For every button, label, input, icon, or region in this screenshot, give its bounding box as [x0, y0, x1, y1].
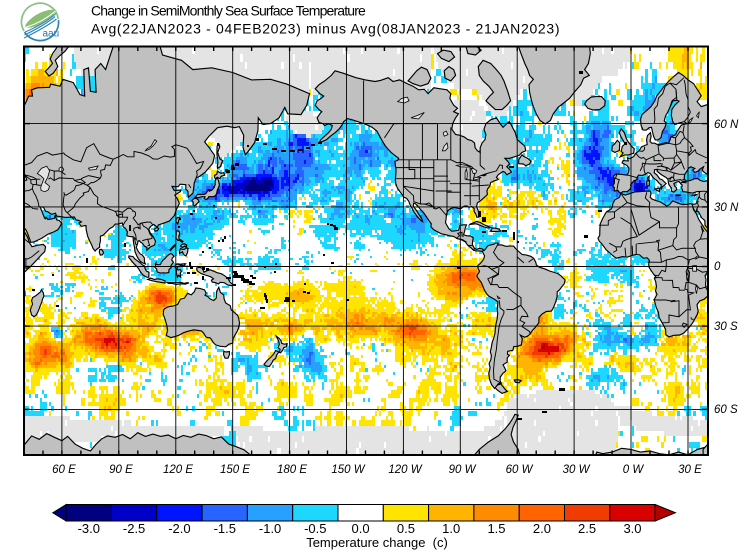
svg-text:-1.5: -1.5: [214, 521, 236, 536]
svg-text:60 E: 60 E: [52, 464, 76, 476]
svg-text:-3.0: -3.0: [78, 521, 100, 536]
svg-text:120 W: 120 W: [388, 464, 422, 476]
svg-text:150 W: 150 W: [331, 464, 365, 476]
svg-text:90 E: 90 E: [109, 464, 133, 476]
svg-text:2.5: 2.5: [578, 521, 596, 536]
svg-text:2.0: 2.0: [533, 521, 551, 536]
svg-text:60 N: 60 N: [714, 119, 739, 131]
svg-text:-0.5: -0.5: [304, 521, 326, 536]
svg-text:1.5: 1.5: [487, 521, 505, 536]
svg-text:180 E: 180 E: [277, 464, 307, 476]
svg-text:3.0: 3.0: [623, 521, 641, 536]
svg-text:60 W: 60 W: [506, 464, 534, 476]
svg-text:30 E: 30 E: [678, 464, 702, 476]
svg-text:Change in SemiMonthly Sea Surf: Change in SemiMonthly Sea Surface Temper…: [91, 3, 366, 19]
svg-text:30 S: 30 S: [714, 321, 738, 333]
svg-text:150 E: 150 E: [220, 464, 250, 476]
svg-text:90 W: 90 W: [449, 464, 477, 476]
svg-text:120 E: 120 E: [163, 464, 193, 476]
svg-text:0: 0: [714, 261, 721, 273]
svg-text:Temperature change (c): Temperature change (c): [306, 535, 448, 550]
svg-text:0.0: 0.0: [352, 521, 370, 536]
svg-text:-2.0: -2.0: [168, 521, 190, 536]
svg-text:30 W: 30 W: [563, 464, 591, 476]
svg-text:0 W: 0 W: [623, 464, 645, 476]
svg-text:aau: aau: [43, 29, 60, 40]
svg-text:0.5: 0.5: [397, 521, 415, 536]
svg-text:60 S: 60 S: [714, 404, 738, 416]
svg-text:1.0: 1.0: [442, 521, 460, 536]
svg-text:30 N: 30 N: [714, 202, 739, 214]
svg-text:Avg(22JAN2023 - 04FEB2023) min: Avg(22JAN2023 - 04FEB2023) minus Avg(08J…: [91, 21, 560, 37]
svg-text:-2.5: -2.5: [123, 521, 145, 536]
svg-text:-1.0: -1.0: [259, 521, 281, 536]
